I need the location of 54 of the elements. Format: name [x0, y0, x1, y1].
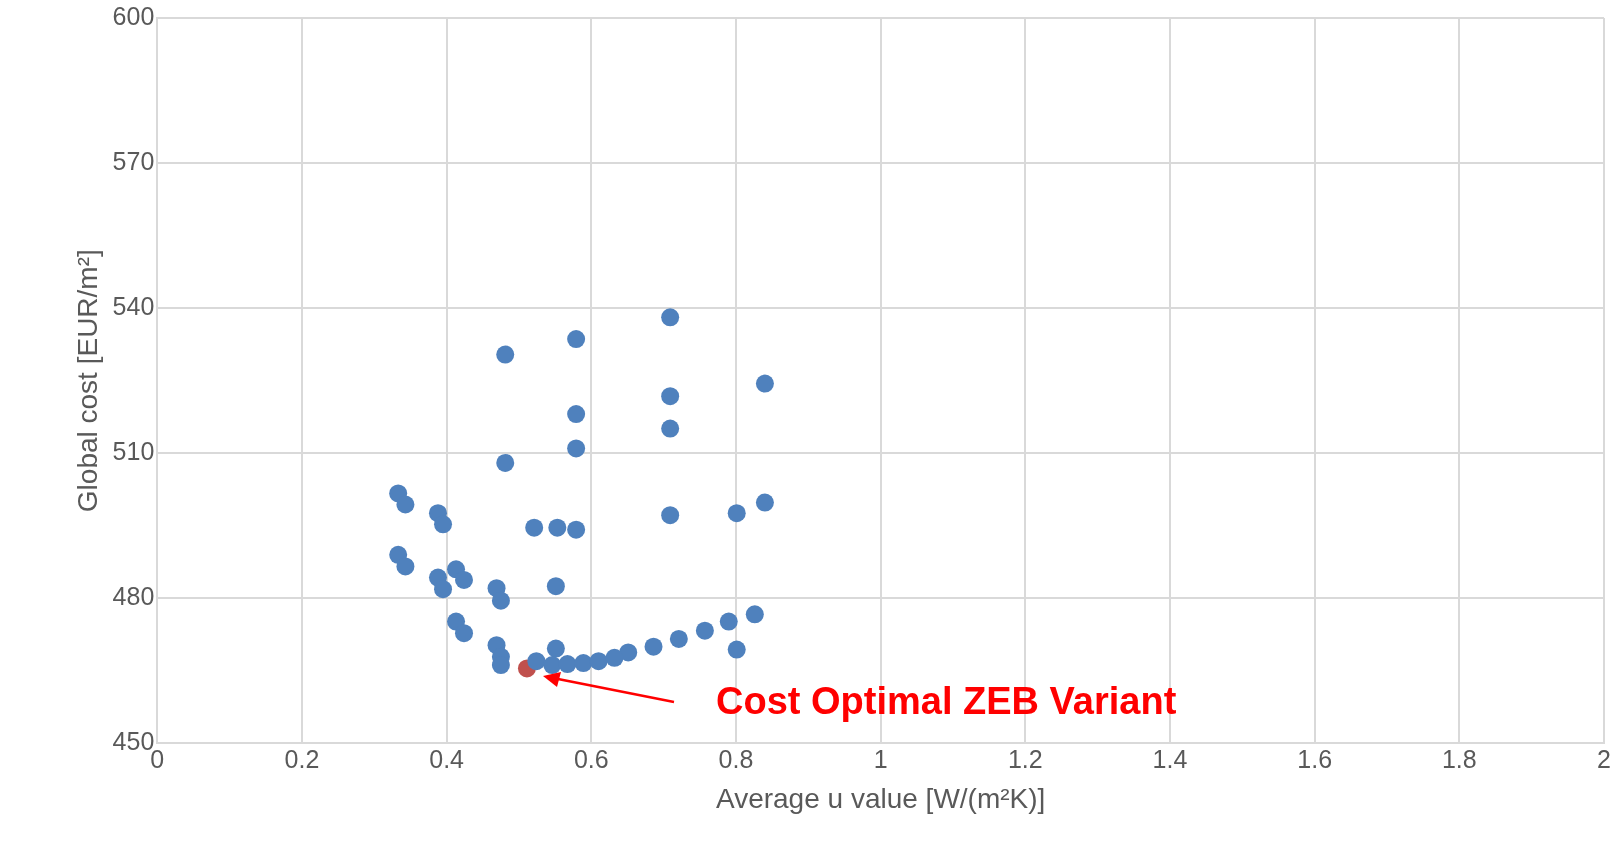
point	[543, 656, 562, 675]
x-tick-label: 1.4	[1152, 745, 1188, 774]
x-tick-label: 2	[1597, 745, 1611, 774]
point	[434, 515, 453, 534]
point	[727, 640, 746, 659]
y-tick-label: 510	[112, 437, 155, 466]
point	[396, 557, 415, 576]
point	[546, 639, 565, 658]
point	[527, 652, 546, 671]
y-tick-label: 570	[112, 146, 155, 175]
point	[567, 405, 586, 424]
point	[567, 439, 586, 458]
point	[661, 419, 680, 438]
point	[567, 330, 586, 349]
point	[661, 387, 680, 406]
point	[695, 621, 714, 640]
y-tick-label: 600	[112, 1, 155, 30]
point	[605, 648, 624, 667]
point	[558, 655, 577, 674]
point	[755, 374, 774, 393]
point	[727, 504, 746, 523]
point	[496, 345, 515, 364]
point	[455, 624, 474, 643]
point	[719, 612, 738, 631]
point	[525, 518, 544, 537]
y-tick-label: 480	[112, 582, 155, 611]
point	[546, 577, 565, 596]
x-tick-label: 0.6	[573, 745, 609, 774]
point	[755, 493, 774, 512]
point	[661, 506, 680, 525]
y-tick-label: 540	[112, 292, 155, 321]
x-tick-label: 0.2	[284, 745, 320, 774]
x-tick-label: 1.2	[1007, 745, 1043, 774]
annotation: Cost Optimal ZEB Variant	[716, 680, 1177, 723]
point	[496, 453, 515, 472]
point	[455, 570, 474, 589]
point	[661, 308, 680, 327]
point	[745, 605, 764, 624]
y-axis-title: Global cost [EUR/m²]	[71, 249, 103, 513]
point	[669, 629, 688, 648]
point	[434, 580, 453, 599]
point	[491, 591, 510, 610]
x-tick-label: 1.8	[1441, 745, 1477, 774]
point	[567, 520, 586, 539]
x-tick-label: 1.6	[1297, 745, 1333, 774]
point	[644, 637, 663, 656]
point	[396, 495, 415, 514]
x-tick-label: 0.8	[718, 745, 754, 774]
x-tick-label: 1	[873, 745, 888, 774]
x-tick-label: 0.4	[429, 745, 465, 774]
point	[574, 654, 593, 673]
point	[589, 652, 608, 671]
point	[548, 518, 567, 537]
x-axis-title: Average u value [W/(m²K)]	[715, 782, 1046, 814]
